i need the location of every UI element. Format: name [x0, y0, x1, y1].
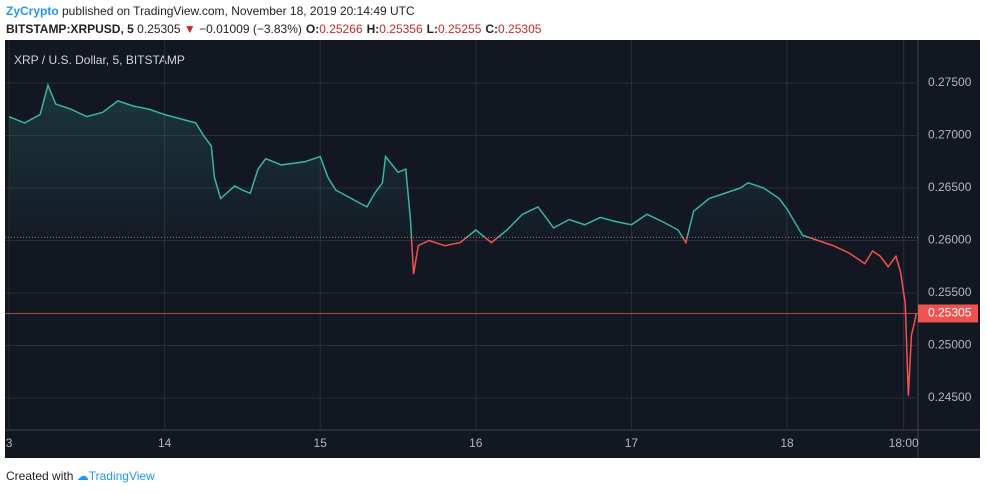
arrow: ▼	[184, 22, 196, 36]
x-tick-label: 17	[625, 436, 639, 450]
ohlc-value: 0.25255	[438, 22, 482, 36]
symbol: BITSTAMP:XRPUSD, 5	[6, 22, 134, 36]
x-tick-label: 3	[6, 436, 13, 450]
y-tick-label: 0.24500	[928, 390, 972, 404]
x-tick-label: 14	[158, 436, 172, 450]
ohlc-value: 0.25356	[379, 22, 423, 36]
chart-title: XRP / U.S. Dollar, 5, BITSTAMP	[14, 53, 185, 67]
ohlc-label: H:	[367, 22, 380, 36]
ohlc-value: 0.25305	[498, 22, 542, 36]
x-tick-label: 16	[469, 436, 483, 450]
last-price-label: 0.25305	[928, 306, 972, 320]
change: −0.01009 (−3.83%)	[199, 22, 302, 36]
created: Created with	[6, 469, 73, 483]
header-line-2: BITSTAMP:XRPUSD, 5 0.25305 ▼ −0.01009 (−…	[6, 22, 542, 36]
y-tick-label: 0.25000	[928, 338, 972, 352]
y-tick-label: 0.25500	[928, 285, 972, 299]
last-price-box	[918, 304, 978, 323]
y-tick-label: 0.26000	[928, 233, 972, 247]
x-tick-label: 18	[780, 436, 794, 450]
plot-bg	[5, 40, 980, 458]
price: 0.25305	[137, 22, 181, 36]
published: published on TradingView.com, November 1…	[59, 4, 415, 18]
ohlc-value: 0.25266	[319, 22, 363, 36]
header-line-1: ZyCrypto published on TradingView.com, N…	[6, 4, 415, 18]
ohlc-label: L:	[427, 22, 438, 36]
price-line	[8, 82, 917, 396]
footer: Created with ☁TradingView	[6, 469, 155, 483]
y-tick-label: 0.27500	[928, 75, 972, 89]
author: ZyCrypto	[6, 4, 59, 18]
tv-logo: ☁	[77, 469, 89, 483]
x-tick-label: 15	[314, 436, 328, 450]
ohlc-label: C:	[485, 22, 498, 36]
y-tick-label: 0.27000	[928, 128, 972, 142]
brand: TradingView	[89, 469, 155, 483]
ohlc-label: O:	[306, 22, 319, 36]
y-tick-label: 0.26500	[928, 180, 972, 194]
x-tick-label: 18:00	[889, 436, 919, 450]
